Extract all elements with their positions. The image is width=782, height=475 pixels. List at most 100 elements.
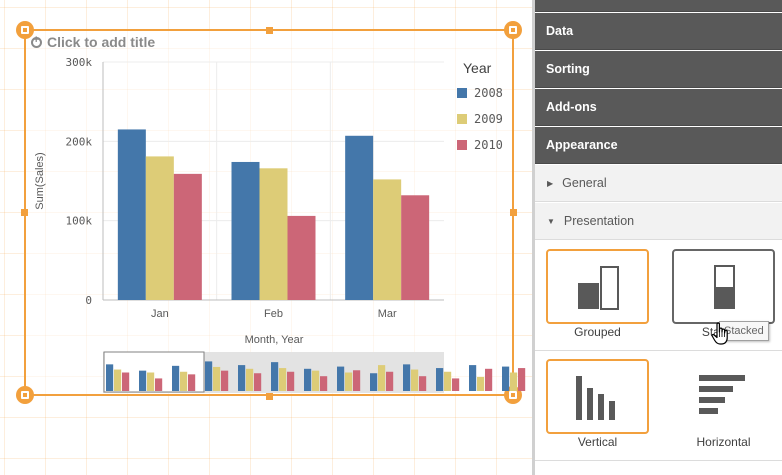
hand-pointer-cursor-icon [711, 322, 728, 345]
mini-bar [188, 374, 196, 391]
grouped-option-button[interactable] [546, 249, 649, 324]
legend-label-2010[interactable]: 2010 [474, 138, 503, 152]
mini-chart-scrollbar[interactable] [103, 351, 526, 393]
stacked-option-button[interactable] [672, 249, 775, 324]
y-tick-label: 100k [66, 215, 93, 228]
mini-bar [180, 371, 188, 391]
sheet-canvas[interactable]: Click to add title 0 100k 200k 300k Jan Feb M… [0, 0, 532, 475]
properties-panel: Data Sorting Add-ons Appearance ▶ Genera… [535, 0, 782, 475]
mini-bar [518, 368, 526, 391]
horizontal-option-button[interactable] [672, 359, 775, 434]
mini-bar [419, 376, 427, 391]
grouped-option-label: Grouped [574, 325, 621, 339]
y-tick-label: 300k [66, 56, 93, 69]
bar-jan-2010[interactable] [173, 173, 202, 300]
mini-bar [172, 365, 180, 391]
section-sorting[interactable]: Sorting [535, 51, 782, 88]
resize-handle-top-right-icon[interactable] [504, 21, 522, 39]
bar-chart: 0 100k 200k 300k Jan Feb Mar Sum(Sales) Month… [34, 56, 526, 393]
legend-swatch-2008[interactable] [457, 88, 467, 98]
mini-bar [122, 372, 130, 391]
caret-down-icon: ▼ [547, 216, 555, 226]
section-addons[interactable]: Add-ons [535, 89, 782, 126]
resize-handle-top-left-icon[interactable] [16, 21, 34, 39]
stacked-tooltip: Stacked [719, 321, 769, 341]
mini-bar [213, 366, 221, 391]
mini-bar [312, 370, 320, 391]
bar-feb-2008[interactable] [231, 161, 260, 300]
mini-bar [345, 372, 353, 391]
options-divider-bottom [535, 460, 782, 461]
bar-jan-2008[interactable] [117, 129, 146, 300]
mini-bar [502, 366, 510, 391]
mini-bar [106, 364, 114, 391]
mini-bar [139, 370, 147, 391]
y-tick-label: 0 [85, 294, 92, 307]
mini-bar [155, 378, 163, 391]
bar-feb-2010[interactable] [287, 215, 316, 300]
caret-right-icon: ▶ [547, 178, 554, 188]
mini-bar [444, 371, 452, 391]
legend-swatch-2009[interactable] [457, 114, 467, 124]
y-tick-label: 200k [66, 135, 93, 148]
x-axis-title: Month, Year [245, 334, 304, 346]
subsection-general-label: General [562, 176, 607, 190]
mini-bar [221, 370, 229, 391]
bar-mar-2010[interactable] [401, 195, 430, 300]
mini-bar [469, 365, 477, 391]
resize-handle-left[interactable] [21, 209, 28, 216]
resize-handle-bottom[interactable] [266, 393, 273, 400]
mini-bar [147, 372, 155, 391]
section-data[interactable]: Data [535, 13, 782, 50]
mini-bar [271, 362, 279, 391]
resize-handle-bottom-left-icon[interactable] [16, 386, 34, 404]
subsection-presentation[interactable]: ▼ Presentation [535, 203, 782, 240]
y-axis-title: Sum(Sales) [34, 152, 46, 209]
mini-bar [114, 369, 122, 391]
section-header-top[interactable] [535, 0, 782, 12]
horizontal-option-label: Horizontal [696, 435, 751, 449]
mini-bar [485, 368, 493, 391]
mini-bar [386, 371, 394, 391]
mini-bar [477, 376, 485, 391]
legend-title: Year [463, 60, 492, 76]
vertical-option-button[interactable] [546, 359, 649, 434]
x-tick-label: Mar [378, 308, 397, 320]
panel-divider [532, 0, 535, 475]
mini-bar [246, 368, 254, 391]
stacked-bars-icon [714, 265, 735, 309]
bar-feb-2009[interactable] [259, 168, 288, 300]
mini-bar [370, 373, 378, 391]
grouped-bars-icon [578, 266, 619, 310]
mini-bar [510, 372, 518, 391]
mini-bar [337, 366, 345, 391]
section-appearance[interactable]: Appearance [535, 127, 782, 164]
mini-bar [320, 376, 328, 391]
bar-jan-2009[interactable] [145, 156, 174, 300]
mini-bar [254, 373, 262, 391]
chart-title-row[interactable]: Click to add title [30, 33, 155, 51]
legend-label-2009[interactable]: 2009 [474, 112, 503, 126]
mini-bar [205, 361, 213, 391]
x-tick-label: Jan [151, 308, 169, 320]
vertical-option-label: Vertical [577, 435, 618, 449]
vertical-bars-icon [576, 376, 615, 420]
mini-bar [304, 368, 312, 391]
bar-mar-2009[interactable] [373, 179, 402, 300]
mini-bar [279, 368, 287, 391]
subsection-presentation-label: Presentation [563, 214, 635, 228]
x-tick-label: Feb [264, 308, 283, 320]
resize-handle-right[interactable] [510, 209, 517, 216]
legend-swatch-2010[interactable] [457, 140, 467, 150]
bar-mar-2008[interactable] [345, 135, 374, 300]
mini-bar [436, 368, 444, 391]
chart-title-placeholder[interactable]: Click to add title [47, 34, 156, 50]
options-divider [535, 350, 782, 351]
mini-bar [287, 371, 295, 391]
horizontal-bars-icon [699, 375, 745, 414]
resize-handle-top[interactable] [266, 27, 273, 34]
mini-bar [378, 365, 386, 391]
mini-bar [452, 378, 460, 391]
legend-label-2008[interactable]: 2008 [474, 86, 503, 100]
subsection-general[interactable]: ▶ General [535, 165, 782, 202]
